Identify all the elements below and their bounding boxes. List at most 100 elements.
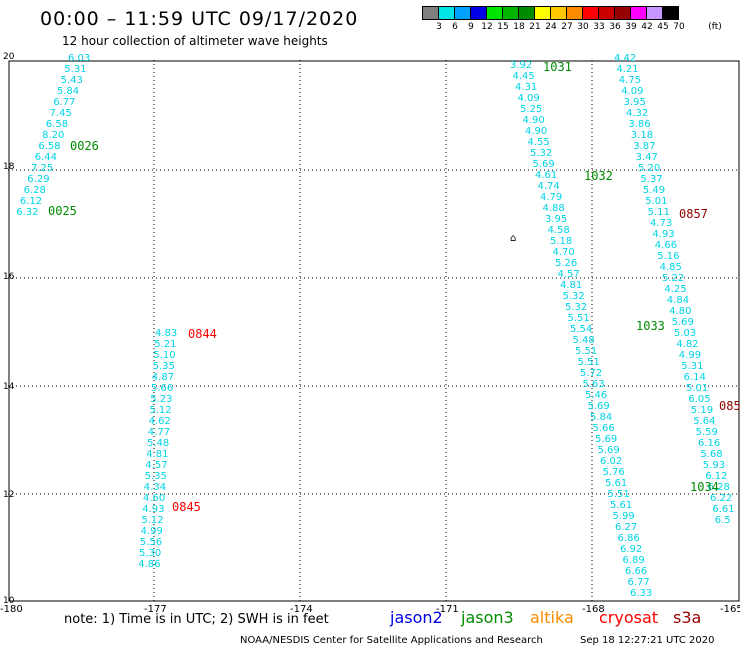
colorbar-cell (422, 6, 439, 20)
wave-height-value: 5.11 (647, 207, 670, 218)
wave-height-value: 5.56 (139, 537, 163, 548)
wave-height-value: 6.58 (38, 141, 61, 152)
wave-height-value: 4.77 (147, 427, 171, 438)
wave-height-value: 4.70 (552, 247, 575, 258)
wave-height-value: 3.87 (633, 141, 656, 152)
wave-height-value: 4.99 (678, 350, 702, 361)
colorbar-cell (534, 6, 551, 20)
wave-height-value: 6.92 (620, 544, 643, 555)
colorbar-label: 39 (625, 22, 637, 32)
colorbar-label: 3 (436, 22, 442, 32)
note-text: note: 1) Time is in UTC; 2) SWH is in fe… (64, 612, 329, 627)
wave-height-value: 5.61 (605, 478, 628, 489)
wave-height-value: 5.69 (595, 434, 618, 445)
colorbar-cell (550, 6, 567, 20)
y-tick-label: 18 (3, 162, 15, 172)
wave-height-value: 6.28 (707, 482, 730, 493)
wave-height-value: 5.10 (153, 350, 176, 361)
wave-height-value: 4.61 (535, 170, 558, 181)
wave-height-value: 4.32 (626, 108, 649, 119)
wave-height-value: 4.82 (676, 339, 699, 350)
satellite-legend-item: s3a (673, 608, 702, 627)
colorbar (422, 6, 679, 20)
wave-height-value: 6.12 (705, 471, 728, 482)
wave-height-value: 6.33 (630, 588, 653, 599)
colorbar-cell (470, 6, 487, 20)
y-tick-label: 20 (3, 52, 15, 62)
wave-height-value: 4.60 (143, 493, 166, 504)
colorbar-cell (646, 6, 663, 20)
satellite-legend-item: jason2 (390, 608, 443, 627)
colorbar-label: 15 (497, 22, 509, 32)
wave-height-value: 4.90 (522, 115, 545, 126)
wave-height-value: 5.23 (150, 394, 173, 405)
wave-height-value: 5.18 (550, 236, 573, 247)
wave-height-value: 3.95 (545, 214, 568, 225)
wave-height-value: 5.76 (602, 467, 625, 478)
pass-time-label: 1032 (584, 169, 613, 183)
pass-time-label: 0857 (679, 207, 708, 221)
wave-height-value: 5.54 (570, 324, 593, 335)
pass-time-label: 0844 (188, 327, 217, 341)
wave-height-value: 4.57 (145, 460, 168, 471)
colorbar-cell (518, 6, 535, 20)
wave-height-value: 4.88 (542, 203, 565, 214)
wave-height-value: 6.03 (68, 53, 91, 64)
wave-height-value: 5.66 (151, 383, 174, 394)
wave-height-value: 6.86 (617, 533, 640, 544)
wave-height-value: 5.48 (572, 335, 595, 346)
colorbar-label: 33 (593, 22, 605, 32)
wave-height-value: 5.12 (149, 405, 172, 416)
x-tick-label: -174 (290, 604, 313, 615)
wave-height-value: 6.61 (712, 504, 735, 515)
wave-height-value: 5.01 (645, 196, 668, 207)
map-plot (8, 60, 740, 602)
wave-height-value: 5.48 (147, 438, 170, 449)
colorbar-cell (582, 6, 599, 20)
wave-height-value: 4.81 (146, 449, 169, 460)
wave-height-value: 4.58 (547, 225, 570, 236)
wave-height-value: 5.51 (607, 489, 630, 500)
wave-height-value: 6.66 (625, 566, 648, 577)
satellite-legend-item: cryosat (599, 608, 659, 627)
wave-height-value: 3.18 (630, 130, 654, 141)
pass-time-label: 085 (719, 399, 740, 413)
plot-frame (8, 60, 740, 602)
wave-height-value: 4.75 (618, 75, 642, 86)
wave-height-value: 6.27 (615, 522, 638, 533)
wave-height-value: 4.34 (143, 482, 167, 493)
wave-height-value: 6.77 (627, 577, 650, 588)
y-tick-label: 14 (3, 382, 15, 392)
wave-height-value: 4.83 (155, 328, 178, 339)
wave-height-value: 6.02 (600, 456, 623, 467)
wave-height-value: 5.72 (580, 368, 603, 379)
wave-height-value: 6.22 (710, 493, 733, 504)
wave-height-value: 5.32 (562, 291, 585, 302)
wave-height-value: 5.03 (674, 328, 697, 339)
y-tick-label: 12 (3, 490, 15, 500)
wave-height-value: 5.25 (520, 104, 543, 115)
colorbar-label: 9 (468, 22, 474, 32)
colorbar-label: 6 (452, 22, 458, 32)
wave-height-value: 4.09 (517, 93, 540, 104)
wave-height-value: 6.58 (45, 119, 69, 130)
wave-height-value: 4.93 (142, 504, 165, 515)
wave-height-value: 5.51 (575, 346, 598, 357)
wave-height-value: 5.99 (612, 511, 635, 522)
wave-height-value: 4.55 (527, 137, 550, 148)
y-tick-label: 16 (3, 272, 15, 282)
footer-credit: NOAA/NESDIS Center for Satellite Applica… (240, 635, 543, 646)
wave-height-value: 4.42 (614, 53, 637, 64)
wave-height-value: 4.09 (621, 86, 644, 97)
wave-height-value: 5.37 (640, 174, 663, 185)
colorbar-cell (598, 6, 615, 20)
wave-height-value: 5.31 (681, 361, 704, 372)
wave-height-value: 4.99 (140, 526, 163, 537)
wave-height-value: 6.32 (16, 207, 39, 218)
wave-height-value: 5.32 (565, 302, 588, 313)
pass-time-label: 0026 (70, 139, 99, 153)
wave-height-value: 5.59 (695, 427, 718, 438)
wave-height-value: 5.01 (686, 383, 709, 394)
satellite-legend-item: altika (530, 608, 574, 627)
wave-height-value: 8.20 (42, 130, 65, 141)
